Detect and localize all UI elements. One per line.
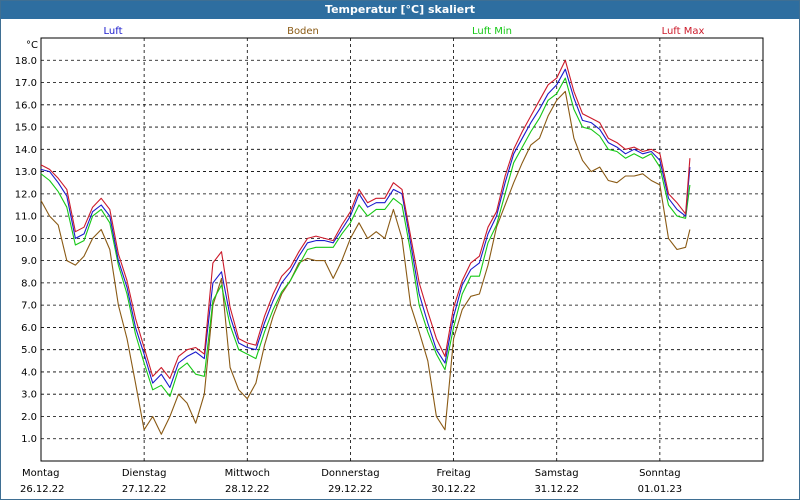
series-line-boden <box>40 90 691 435</box>
legend-luft: Luft <box>104 26 123 37</box>
y-tick-label: 14.0 <box>15 145 37 156</box>
x-tick-date: 30.12.22 <box>431 484 476 495</box>
series-line-luft <box>40 68 691 389</box>
y-tick-label: 8.0 <box>21 278 37 289</box>
plot-area <box>40 37 764 462</box>
y-tick-label: 12.0 <box>15 189 37 200</box>
y-axis: 1.0 2.0 3.0 4.0 5.0 6.0 7.0 8.0 9.0 10.0 11.0 12.0 1… <box>15 56 37 445</box>
x-tick-date: 01.01.23 <box>638 484 683 495</box>
x-tick-weekday: Dienstag <box>122 468 167 479</box>
series-line-luft-max <box>40 59 691 380</box>
x-tick-date: 27.12.22 <box>122 484 167 495</box>
x-tick-date: 31.12.22 <box>534 484 579 495</box>
x-tick-weekday: Mittwoch <box>225 468 270 479</box>
x-tick-weekday: Samstag <box>535 468 579 479</box>
y-tick-label: 4.0 <box>21 367 37 378</box>
x-axis: Montag 26.12.22 Dienstag 27.12.22 Mittwoch 28… <box>20 468 682 495</box>
series-lines <box>40 59 691 435</box>
y-tick-label: 15.0 <box>15 123 37 134</box>
x-tick-date: 28.12.22 <box>225 484 270 495</box>
y-tick-label: 3.0 <box>21 390 37 401</box>
y-tick-label: 7.0 <box>21 301 37 312</box>
x-tick-weekday: Freitag <box>436 468 470 479</box>
y-tick-label: 17.0 <box>15 78 37 89</box>
x-tick-weekday: Montag <box>22 468 59 479</box>
x-tick-date: 29.12.22 <box>328 484 373 495</box>
legend: Luft Boden Luft Min Luft Max <box>104 26 705 37</box>
legend-luft-min: Luft Min <box>472 26 512 37</box>
y-tick-label: 1.0 <box>21 434 37 445</box>
y-tick-label: 10.0 <box>15 234 37 245</box>
y-tick-label: 9.0 <box>21 256 37 267</box>
x-tick-weekday: Sonntag <box>639 468 681 479</box>
legend-boden: Boden <box>287 26 319 37</box>
y-tick-label: 11.0 <box>15 212 37 223</box>
y-tick-label: 6.0 <box>21 323 37 334</box>
y-tick-label: 2.0 <box>21 412 37 423</box>
x-tick-weekday: Donnerstag <box>321 468 379 479</box>
window-title: Temperatur [°C] skaliert <box>1 1 799 19</box>
series-line-luft-min <box>40 77 691 397</box>
y-tick-label: 18.0 <box>15 56 37 67</box>
grid <box>41 38 763 461</box>
y-axis-unit: °C <box>26 40 38 51</box>
y-tick-label: 16.0 <box>15 100 37 111</box>
y-tick-label: 5.0 <box>21 345 37 356</box>
x-tick-date: 26.12.22 <box>20 484 65 495</box>
y-tick-label: 13.0 <box>15 167 37 178</box>
legend-luft-max: Luft Max <box>662 26 705 37</box>
